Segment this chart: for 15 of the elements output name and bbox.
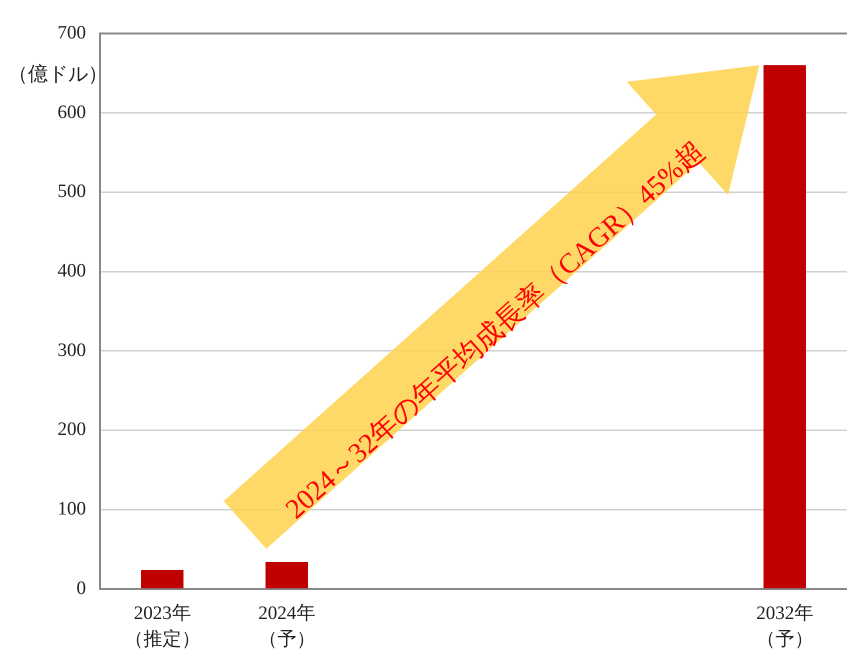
y-tick-label: 700: [58, 22, 86, 44]
x-tick-label: 2024年（予）: [257, 602, 316, 652]
x-tick-label: 2032年（予）: [755, 602, 814, 652]
bar: [266, 562, 308, 588]
y-tick-label: 100: [58, 498, 86, 520]
x-tick-label: 2023年（推定）: [123, 602, 202, 652]
y-tick-label: 300: [58, 340, 86, 361]
y-tick-label: 400: [58, 260, 86, 282]
bar: [764, 65, 806, 588]
bar: [141, 570, 184, 588]
y-tick-label: 600: [58, 102, 86, 123]
y-tick-label: 0: [76, 578, 86, 599]
y-tick-label: 500: [58, 181, 86, 202]
y-axis-title: （億ドル）: [8, 64, 108, 86]
y-tick-label: 200: [58, 419, 86, 440]
